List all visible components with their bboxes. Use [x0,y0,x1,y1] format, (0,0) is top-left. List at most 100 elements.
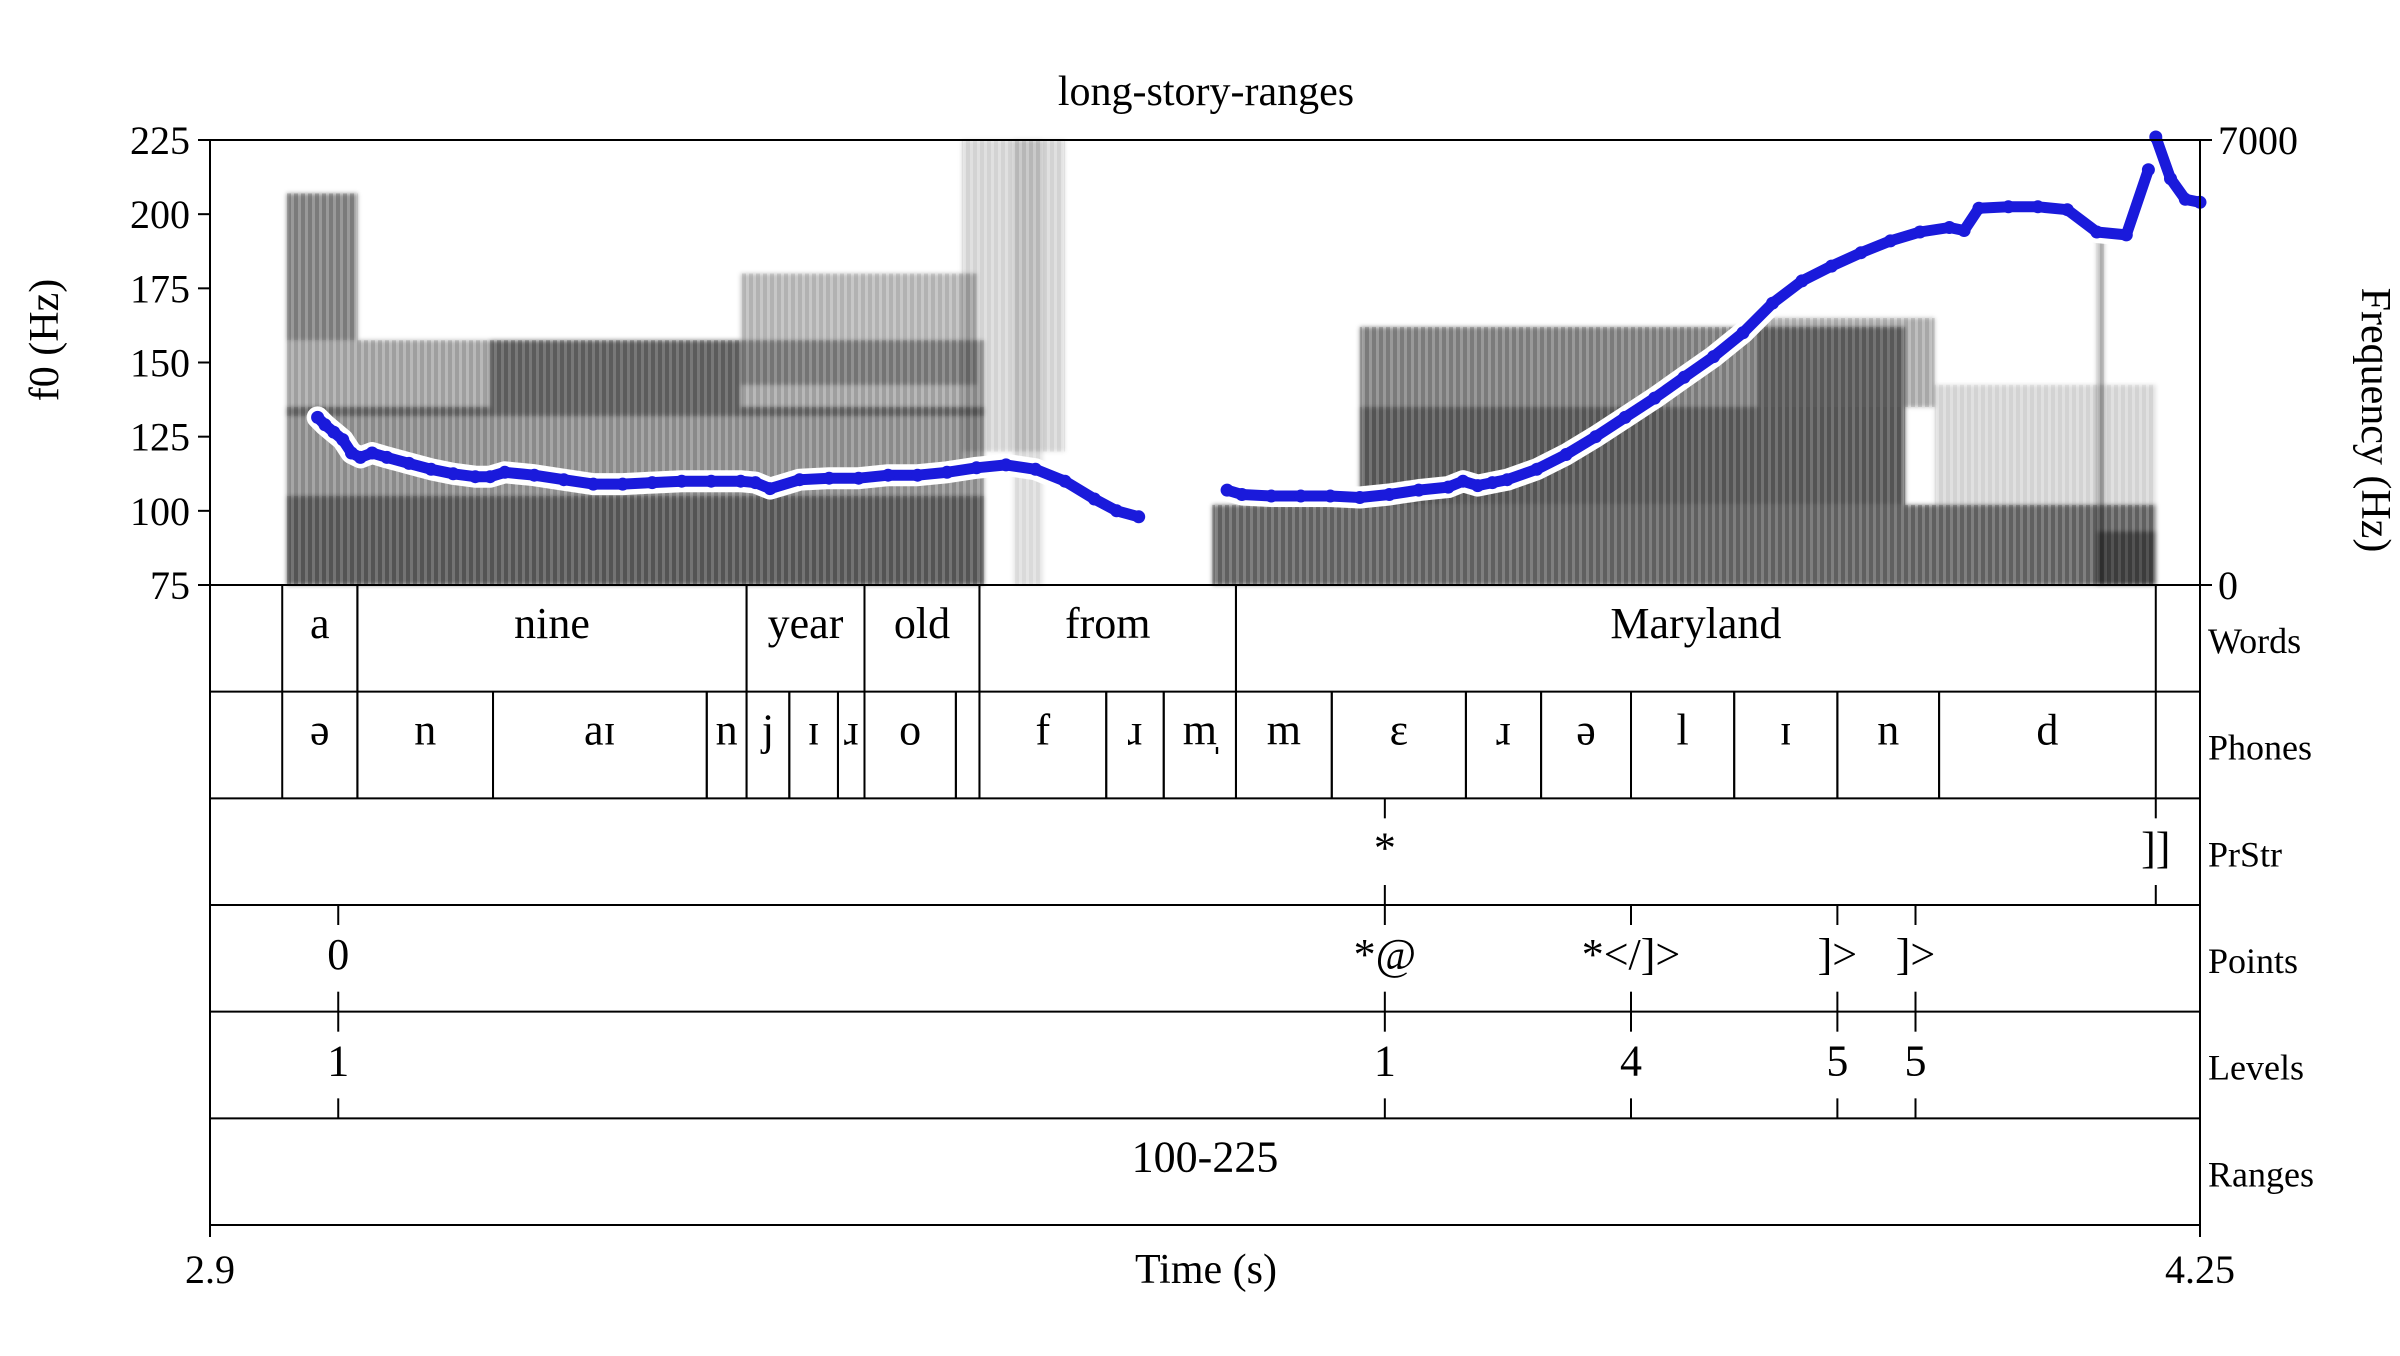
phone-label: ɛ [1390,706,1408,755]
pitch-point [1942,221,1956,234]
phone-label: ɹ [844,706,859,755]
phone-label: n [1877,706,1899,755]
pitch-point [1618,410,1632,424]
phone-label: ɪ [808,706,820,755]
point-label: *@ [1354,930,1417,979]
y-tick-label: 175 [130,266,190,311]
x-axis: 2.9 4.25 [185,1225,2235,1292]
pitch-point [1058,474,1072,488]
y-right-tick-label: 7000 [2218,118,2298,163]
pitch-point [336,433,350,447]
word-label: a [310,599,330,648]
pitch-point [616,477,630,491]
word-label: Maryland [1610,599,1781,648]
x-tick-label: 4.25 [2165,1247,2235,1292]
y-tick-label: 200 [130,192,190,237]
pitch-point [1530,462,1544,476]
pitch-point [527,468,541,482]
pitch-point [1294,489,1308,503]
pitch-point [1825,259,1838,273]
phone-label: n [414,706,436,755]
pitch-point [704,474,718,488]
phone-label: ɹ [1128,706,1143,755]
phone-label: f [1036,706,1051,755]
tier-separators [210,690,2200,1120]
y-tick-label: 125 [130,415,190,460]
phone-label: ə [310,706,330,755]
pitch-point [763,482,777,496]
pitch-point [318,418,332,432]
y-tick-label: 150 [130,341,190,386]
pitch-point [498,465,512,479]
pitch-point [2178,192,2192,206]
tier-names: Words Phones PrStr Points Levels Ranges [2208,621,2314,1194]
tier-name: Phones [2208,728,2312,768]
pitch-point [999,458,1013,472]
pitch-point [1264,489,1278,503]
pitch-point [1029,462,1042,476]
pitch-point [852,471,866,485]
pitch-point [2031,200,2045,214]
pitch-point [1589,430,1603,444]
pitch-point [1648,391,1662,405]
pitch-point [1382,488,1396,501]
tier-name: PrStr [2208,834,2282,874]
word-label: old [894,599,950,648]
pitch-point [911,468,925,482]
pitch-point [1412,483,1426,497]
y-tick-label: 75 [150,563,190,608]
point-label: ]> [1896,930,1935,979]
pitch-point [557,473,571,487]
y-axis-right: 7000 0 [2200,118,2298,608]
pitch-point [1957,224,1971,237]
x-tick-label: 2.9 [185,1247,235,1292]
range-label: 100-225 [1132,1132,1279,1181]
pitch-point [2060,203,2074,217]
pitch-point [1736,326,1750,340]
y-axis-label: f0 (Hz) [22,279,68,401]
level-label: 4 [1620,1037,1642,1086]
prstr-label: * [1374,823,1396,872]
point-label: 0 [327,930,349,979]
pitch-point [881,468,895,482]
x-axis-label: Time (s) [1135,1247,1277,1293]
pitch-point [822,471,836,485]
word-label: nine [514,599,590,648]
point-label: ]> [1818,930,1857,979]
pitch-point [1441,480,1455,494]
pitch-point [940,465,954,479]
pitch-point [446,467,460,481]
pitch-point [2119,228,2133,242]
pitch-point [1972,201,1986,215]
pitch-point [734,474,748,488]
pitch-point [353,450,367,464]
phone-label: n [716,706,738,755]
pitch-point [1235,488,1249,501]
phone-label: d [2036,706,2058,755]
phone-label: j [760,706,774,755]
pitch-point [1353,491,1367,504]
pitch-point [1559,448,1573,461]
pitch-point [2141,163,2155,177]
word-label: from [1065,599,1151,648]
pitch-point [365,446,379,460]
point-label: *</]> [1582,930,1681,979]
pitch-track [306,126,2211,528]
tier-name: Words [2208,621,2301,661]
y-axis-left: 225 200 175 150 125 100 75 [130,118,210,608]
pitch-point [327,425,341,439]
phone-label: aɪ [584,706,616,755]
pitch-point [1500,473,1514,487]
y-right-tick-label: 0 [2218,563,2238,608]
pitch-point [2164,172,2177,186]
pitch-point [402,456,416,470]
pitch-point [586,477,600,491]
pitch-point [2090,225,2104,239]
tier-name: Points [2208,941,2298,981]
pitch-point [1766,296,1779,310]
pitch-point [1854,246,1868,260]
pitch-point [2001,200,2015,214]
tier-name: Ranges [2208,1154,2314,1194]
